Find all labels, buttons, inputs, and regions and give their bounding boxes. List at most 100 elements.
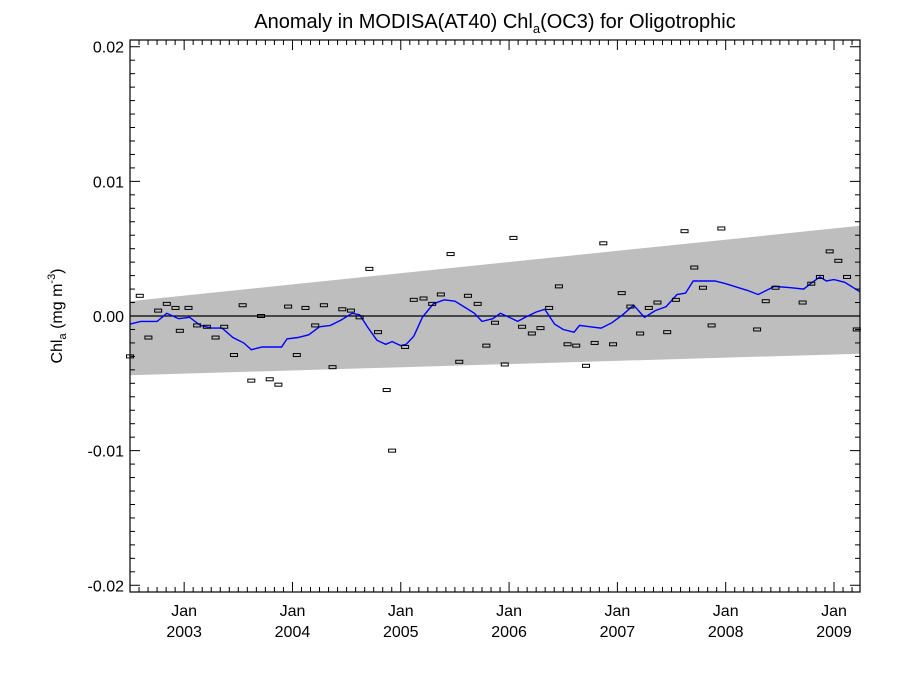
chart-title: Anomaly in MODISA(AT40) Chla(OC3) for Ol… — [254, 11, 735, 36]
x-tick-year-label: 2006 — [491, 624, 527, 641]
anomaly-point — [401, 344, 410, 349]
y-tick-label: 0.01 — [93, 174, 124, 191]
anomaly-point — [807, 281, 816, 286]
y-tick-label: -0.01 — [88, 444, 125, 461]
anomaly-point — [446, 252, 455, 257]
anomaly-point — [761, 299, 770, 304]
x-tick-year-label: 2004 — [275, 624, 311, 641]
y-tick-label: -0.02 — [88, 578, 125, 595]
anomaly-point — [482, 343, 491, 348]
anomaly-point — [527, 331, 536, 336]
running-mean-layer — [129, 276, 861, 351]
anomaly-point — [771, 285, 780, 290]
axis-ticks: 0.02 0.01 0.00 -0.01 -0.02 Jan 2003 Jan 2004 Jan 2… — [88, 40, 860, 641]
anomaly-point — [319, 303, 328, 308]
x-tick-month-label: Jan — [604, 603, 630, 620]
anomaly-point — [382, 388, 391, 393]
title-subscript: a — [533, 21, 541, 36]
anomaly-point — [193, 323, 202, 328]
anomaly-point — [292, 353, 301, 358]
anomaly-point — [202, 324, 211, 329]
anomaly-point — [491, 320, 499, 325]
anomaly-point — [346, 308, 355, 313]
anomaly-point — [644, 305, 653, 310]
anomaly-point — [590, 340, 599, 345]
running-mean-line — [129, 276, 861, 351]
ylabel-suffix: ) — [49, 268, 66, 273]
anomaly-point — [563, 342, 572, 347]
anomaly-point — [184, 305, 193, 310]
ylabel-prefix: Chl — [49, 340, 66, 364]
anomaly-point — [238, 303, 247, 308]
anomaly-point — [698, 285, 707, 290]
anomaly-point — [211, 335, 220, 340]
anomaly-point — [274, 382, 283, 387]
ylabel-superscript: -3 — [46, 274, 58, 284]
anomaly-point — [572, 343, 581, 348]
anomaly-point — [798, 300, 807, 305]
anomaly-point — [843, 274, 852, 279]
title-prefix: Anomaly in MODISA(AT40) Chl — [254, 11, 533, 33]
anomaly-point — [536, 326, 545, 331]
anomaly-point — [365, 266, 374, 271]
anomaly-point — [707, 323, 716, 328]
anomaly-point — [220, 324, 229, 329]
anomaly-point — [355, 315, 364, 320]
x-tick-year-label: 2003 — [166, 624, 202, 641]
anomaly-point — [663, 330, 672, 335]
x-tick-month-label: Jan — [496, 603, 522, 620]
ylabel-middle: (mg m — [49, 284, 66, 334]
anomaly-point — [653, 300, 662, 305]
anomaly-point — [409, 297, 418, 302]
anomaly-point — [455, 359, 464, 364]
anomaly-point — [162, 301, 171, 306]
x-tick-year-label: 2005 — [383, 624, 419, 641]
anomaly-point — [554, 284, 563, 289]
x-tick-month-label: Jan — [821, 603, 847, 620]
anomaly-point — [229, 353, 238, 358]
anomaly-point — [247, 378, 256, 383]
anomaly-point — [690, 265, 699, 270]
anomaly-point — [428, 301, 437, 306]
anomaly-point — [154, 308, 163, 313]
anomaly-point — [144, 335, 153, 340]
anomaly-point — [609, 342, 618, 347]
anomaly-point — [328, 365, 337, 370]
anomaly-point — [135, 293, 144, 298]
title-suffix: (OC3) for Oligotrophic — [540, 11, 736, 33]
anomaly-point — [717, 226, 726, 231]
anomaly-point — [617, 291, 626, 296]
anomaly-point — [636, 331, 645, 336]
anomaly-point — [680, 229, 689, 234]
x-tick-month-label: Jan — [171, 603, 197, 620]
anomaly-point — [284, 304, 293, 309]
anomaly-point — [374, 330, 383, 335]
x-tick-year-label: 2008 — [708, 624, 744, 641]
anomaly-point — [419, 296, 428, 301]
anomaly-point — [301, 305, 310, 310]
anomaly-point — [436, 292, 445, 297]
anomaly-point — [311, 323, 320, 328]
anomaly-point — [626, 304, 635, 309]
anomaly-point — [753, 327, 762, 332]
anomaly-point — [599, 241, 608, 246]
anomaly-point — [500, 362, 509, 367]
trend-band-layer — [130, 225, 860, 376]
anomaly-point — [338, 307, 347, 312]
anomaly-point — [671, 297, 680, 302]
anomaly-point — [581, 363, 590, 368]
y-tick-label: 0.00 — [93, 309, 124, 326]
monthly-anomalies-layer — [126, 226, 861, 453]
x-tick-month-label: Jan — [388, 603, 414, 620]
anomaly-point — [518, 324, 527, 329]
anomaly-point — [509, 235, 518, 240]
x-tick-year-label: 2009 — [816, 624, 852, 641]
anomaly-point — [257, 314, 266, 318]
anomaly-point — [815, 274, 824, 279]
anomaly-point — [545, 305, 554, 310]
y-tick-label: 0.02 — [93, 40, 124, 57]
anomaly-point — [825, 249, 834, 254]
anomaly-point — [473, 301, 482, 306]
x-tick-month-label: Jan — [713, 603, 739, 620]
